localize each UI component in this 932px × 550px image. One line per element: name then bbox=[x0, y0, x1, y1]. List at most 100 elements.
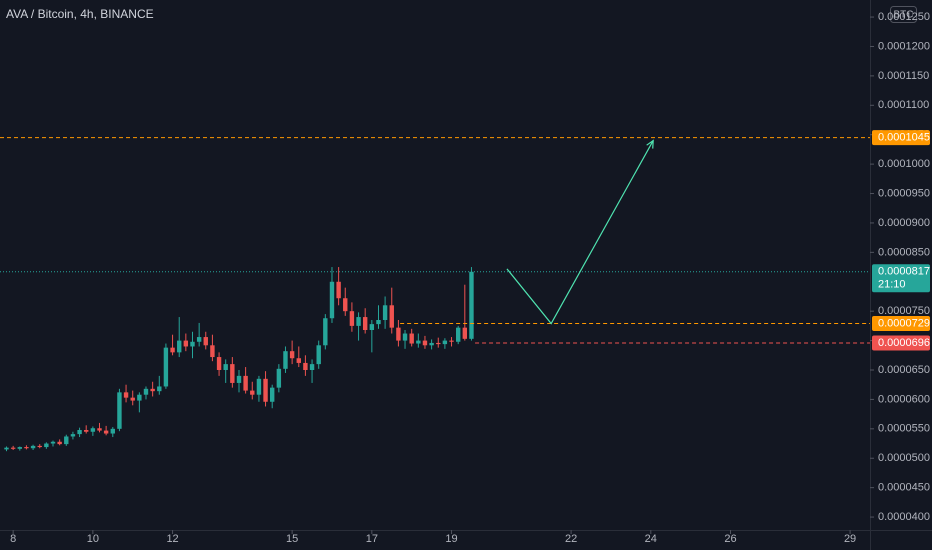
candle-body bbox=[276, 368, 282, 388]
candle-body bbox=[469, 271, 474, 339]
candle-body bbox=[283, 351, 288, 369]
candle-body bbox=[382, 305, 388, 320]
candle-body bbox=[449, 340, 454, 342]
candle-body bbox=[250, 390, 255, 395]
price-label-box bbox=[872, 130, 930, 146]
candle-body bbox=[137, 394, 142, 401]
candle-body bbox=[309, 364, 315, 370]
candle-body bbox=[376, 320, 381, 325]
candle-body bbox=[103, 430, 109, 434]
candle-body bbox=[10, 447, 16, 449]
candle-body bbox=[157, 386, 162, 392]
x-tick-label: 26 bbox=[724, 533, 736, 545]
candle-body bbox=[296, 358, 301, 363]
candle-body bbox=[196, 337, 202, 342]
candle-body bbox=[243, 375, 248, 391]
candle-body bbox=[210, 345, 215, 358]
candle-body bbox=[230, 364, 235, 383]
candle-body bbox=[37, 445, 42, 448]
candle-body bbox=[263, 378, 268, 402]
y-tick-label: 0.0001250 bbox=[878, 11, 930, 23]
candle-body bbox=[17, 447, 23, 449]
candle-body bbox=[289, 351, 295, 359]
price-label: 0.0000729 bbox=[878, 317, 930, 329]
candle-body bbox=[349, 311, 355, 326]
candle-body bbox=[455, 327, 461, 342]
candle-body bbox=[44, 443, 49, 448]
candle-body bbox=[50, 441, 56, 444]
candle-body bbox=[429, 342, 434, 346]
candle-body bbox=[343, 298, 348, 312]
y-tick-label: 0.0000850 bbox=[878, 246, 930, 258]
candle-body bbox=[77, 430, 82, 435]
candle-body bbox=[177, 340, 182, 353]
y-tick-label: 0.0001200 bbox=[878, 40, 930, 52]
currency-badge[interactable] bbox=[890, 6, 917, 23]
x-tick-label: 15 bbox=[286, 533, 298, 545]
candle-body bbox=[409, 333, 414, 344]
symbol-title: AVA / Bitcoin, 4h, BINANCE bbox=[6, 7, 154, 21]
candle-body bbox=[323, 318, 328, 346]
price-label: 0.0000696 bbox=[878, 337, 930, 349]
candle-body bbox=[436, 342, 441, 345]
candle-body bbox=[64, 436, 69, 445]
x-tick-label: 17 bbox=[366, 533, 378, 545]
candle-body bbox=[117, 392, 122, 429]
y-tick-label: 0.0001000 bbox=[878, 158, 930, 170]
candle-body bbox=[256, 378, 262, 395]
candle-body bbox=[57, 441, 62, 445]
y-tick-label: 0.0000950 bbox=[878, 187, 930, 199]
x-tick-label: 19 bbox=[445, 533, 457, 545]
y-tick-label: 0.0000500 bbox=[878, 452, 930, 464]
candle-body bbox=[24, 447, 29, 449]
candle-body bbox=[422, 340, 428, 346]
candle-body bbox=[130, 397, 135, 401]
candle-body bbox=[123, 392, 129, 398]
y-tick-label: 0.0000900 bbox=[878, 217, 930, 229]
candle-body bbox=[90, 428, 96, 432]
candle-body bbox=[223, 364, 228, 370]
candle-body bbox=[190, 341, 195, 347]
price-label-box bbox=[872, 316, 930, 332]
price-label-box bbox=[872, 335, 930, 351]
candle-body bbox=[362, 317, 368, 330]
price-label-box bbox=[872, 264, 930, 293]
y-tick-label: 0.0000750 bbox=[878, 305, 930, 317]
candle-body bbox=[70, 434, 76, 437]
candle-body bbox=[442, 340, 448, 345]
candle-body bbox=[216, 357, 222, 370]
candle-body bbox=[84, 430, 89, 432]
plot bbox=[0, 137, 870, 452]
candle-body bbox=[183, 340, 189, 347]
y-tick-label: 0.0001100 bbox=[878, 99, 929, 111]
projection-line bbox=[506, 140, 654, 325]
y-tick-label: 0.0000600 bbox=[878, 393, 930, 405]
candle-body bbox=[369, 324, 375, 330]
candle-body bbox=[170, 347, 175, 353]
candle-body bbox=[402, 333, 408, 341]
x-tick-label: 24 bbox=[645, 533, 657, 545]
y-tick-label: 0.0000450 bbox=[878, 482, 930, 494]
candle-body bbox=[316, 345, 321, 365]
candle-body bbox=[269, 387, 275, 402]
x-tick-label: 12 bbox=[166, 533, 178, 545]
candle-body bbox=[329, 281, 335, 319]
candle-body bbox=[150, 388, 155, 392]
candle-body bbox=[303, 362, 308, 370]
candle-body bbox=[236, 375, 242, 383]
x-tick-label: 8 bbox=[10, 533, 16, 545]
candle-body bbox=[203, 337, 208, 346]
candle-body bbox=[389, 305, 394, 328]
price-label: 0.0000817 bbox=[878, 266, 930, 278]
candle-body bbox=[143, 388, 149, 395]
candle-body bbox=[462, 327, 468, 339]
candle-body bbox=[356, 317, 361, 326]
candle-body bbox=[97, 428, 102, 431]
candle-body bbox=[163, 347, 169, 387]
candle-body bbox=[110, 428, 115, 434]
bar-countdown: 21:10 bbox=[878, 279, 906, 291]
candle-body bbox=[30, 445, 36, 449]
